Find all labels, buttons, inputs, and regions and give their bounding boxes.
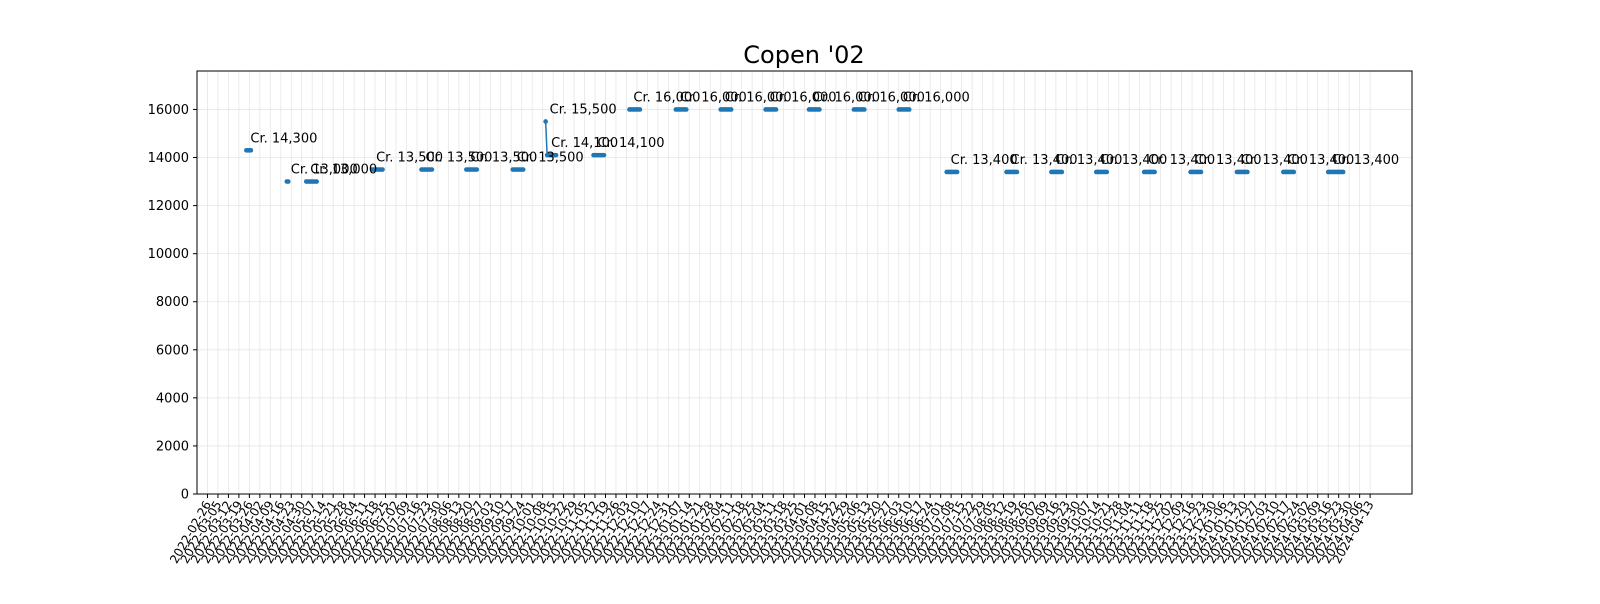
data-point [1104,169,1110,175]
data-point [728,107,734,112]
data-point [474,167,480,172]
data-label: Cr. 13,400 [1332,153,1399,168]
data-point [1152,169,1157,175]
series-line [544,121,548,156]
data-label: Cr. 16,000 [813,90,880,105]
data-point [314,179,320,184]
data-label: Cr. 13,500 [517,151,584,166]
data-label: Cr. 13,400 [1011,153,1078,168]
y-tick-label: 16000 [148,103,189,118]
y-tick-label: 14000 [148,151,189,166]
data-point [683,107,689,112]
grid-layer [197,71,1412,495]
data-label: Cr. 13,400 [1195,153,1262,168]
y-tick-label: 8000 [156,295,189,310]
data-point [1198,169,1204,175]
data-label: Cr. 16,000 [770,90,837,105]
data-label: Cr. 13,000 [310,163,377,178]
y-tick-label: 4000 [156,391,189,406]
data-label: Cr. 16,000 [680,90,747,105]
data-label: Cr. 16,000 [633,90,700,105]
y-tick-label: 12000 [148,199,189,214]
data-point [1291,169,1297,175]
chart-title: Copen '02 [743,41,864,69]
data-label: Cr. 16,000 [903,90,970,105]
data-point [1014,169,1020,175]
data-point [1245,169,1250,175]
y-tick-label: 2000 [156,439,189,454]
data-label: Cr. 14,100 [551,136,618,151]
y-tick-label: 0 [181,488,189,503]
data-label: Cr. 14,100 [598,136,665,151]
data-label: Cr. 13,500 [470,151,537,166]
data-point [248,148,254,153]
y-tick-label: 10000 [148,247,189,262]
data-point [285,179,291,184]
data-point [862,107,867,112]
axis-layer: 0200040006000800010000120001400016000202… [148,70,1413,566]
data-point [520,167,526,172]
data-point [637,107,643,112]
data-label: Cr. 13,000 [291,163,358,178]
data-label: Cr. 13,400 [1287,153,1354,168]
data-label: Cr. 13,400 [1100,153,1167,168]
data-label: Cr. 13,400 [951,153,1018,168]
data-point [553,152,559,158]
data-point [817,107,822,112]
data-point [773,107,779,112]
data-label: Cr. 16,000 [725,90,792,105]
data-point [1340,169,1346,175]
data-label: Cr. 13,400 [1148,153,1215,168]
data-point [1059,169,1065,175]
data-label: Cr. 16,000 [858,90,925,105]
data-point [380,167,385,172]
data-point [954,169,960,175]
y-tick-label: 6000 [156,343,189,358]
data-label: Cr. 13,500 [425,151,492,166]
data-point [601,152,607,158]
data-point [429,167,435,172]
data-label: Cr. 13,400 [1241,153,1308,168]
data-label: Cr. 13,500 [376,151,443,166]
data-label: Cr. 14,300 [250,131,317,146]
data-label: Cr. 13,400 [1055,153,1122,168]
data-point [906,107,912,112]
data-label: Cr. 15,500 [550,102,617,117]
series-layer [244,107,1346,184]
